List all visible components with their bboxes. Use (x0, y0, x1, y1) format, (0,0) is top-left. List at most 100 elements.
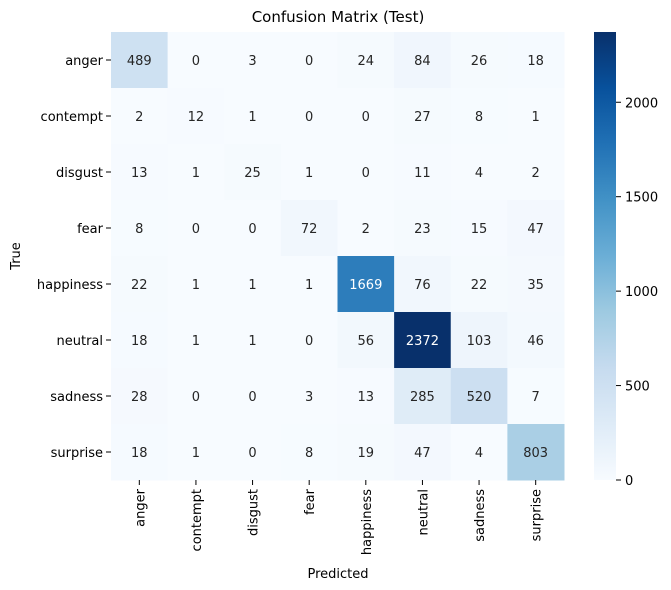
heatmap-cell (507, 144, 565, 201)
y-tick-label: fear (77, 222, 104, 237)
y-tick-label: happiness (37, 278, 103, 293)
cell-value-label: 15 (471, 222, 488, 237)
cell-value-label: 7 (532, 390, 540, 405)
heatmap-cell (450, 424, 508, 481)
x-tick-label: sadness (473, 489, 488, 542)
heatmap-cell (224, 144, 282, 201)
heatmap-cell (507, 200, 565, 257)
cell-value-label: 76 (414, 278, 431, 293)
cell-value-label: 1 (192, 278, 200, 293)
cell-value-label: 520 (467, 390, 492, 405)
heatmap-cells (111, 32, 565, 481)
heatmap-cell (450, 32, 508, 89)
heatmap-cell (394, 424, 452, 481)
y-tick-label: contempt (41, 110, 103, 125)
heatmap-cell (111, 88, 169, 145)
cell-value-label: 22 (131, 278, 148, 293)
colorbar-ticks: 0 500 1000 1500 2000 (616, 96, 658, 489)
cell-value-label: 47 (527, 222, 544, 237)
y-axis-label: True (9, 242, 24, 271)
heatmap-cell (337, 312, 395, 369)
heatmap-cell (337, 256, 395, 313)
cell-value-label: 1669 (349, 278, 382, 293)
heatmap-cell (507, 256, 565, 313)
cell-value-label: 46 (527, 334, 544, 349)
cell-value-label: 0 (305, 54, 313, 69)
heatmap-cell (450, 200, 508, 257)
x-axis-label: Predicted (307, 567, 368, 582)
heatmap-cell (394, 256, 452, 313)
colorbar-tick-label: 1000 (625, 285, 658, 300)
cell-value-label: 35 (527, 278, 544, 293)
cell-value-label: 12 (188, 110, 205, 125)
heatmap-cell (167, 424, 225, 481)
heatmap-cell (280, 88, 338, 145)
cell-value-label: 0 (248, 222, 256, 237)
heatmap-cell (507, 368, 565, 425)
cell-value-label: 22 (471, 278, 488, 293)
heatmap-cell (167, 256, 225, 313)
heatmap-cell (280, 144, 338, 201)
cell-value-label: 803 (523, 446, 548, 461)
cell-value-label: 8 (305, 446, 313, 461)
heatmap-cell (111, 424, 169, 481)
heatmap-cell (337, 200, 395, 257)
colorbar (594, 32, 616, 480)
heatmap-cell (111, 312, 169, 369)
x-tick-label: disgust (247, 489, 262, 536)
cell-value-label: 4 (475, 166, 483, 181)
x-tick-label: contempt (190, 489, 205, 551)
x-tick-label: anger (133, 488, 148, 526)
cell-value-label: 0 (192, 222, 200, 237)
heatmap-cell (167, 312, 225, 369)
heatmap-cell (394, 88, 452, 145)
heatmap-cell (167, 88, 225, 145)
cell-value-label: 3 (248, 54, 256, 69)
cell-value-label: 47 (414, 446, 431, 461)
heatmap-cell (394, 200, 452, 257)
cell-value-label: 8 (475, 110, 483, 125)
cell-value-label: 285 (410, 390, 435, 405)
heatmap-cell (280, 256, 338, 313)
heatmap-cell (280, 312, 338, 369)
cell-value-label: 18 (131, 334, 148, 349)
heatmap-cell-labels: 489 0 3 0 24 84 26 182 12 1 0 0 27 8 113 1 25 1 0 11 4 28 0 0 72… (127, 54, 548, 461)
cell-value-label: 24 (358, 54, 375, 69)
cell-value-label: 8 (135, 222, 143, 237)
heatmap-cell (394, 368, 452, 425)
heatmap-cell (224, 256, 282, 313)
colorbar-tick-label: 2000 (625, 96, 658, 111)
x-tick-label: fear (303, 488, 318, 515)
cell-value-label: 23 (414, 222, 431, 237)
cell-value-label: 0 (192, 54, 200, 69)
cell-value-label: 1 (532, 110, 540, 125)
heatmap-cell (111, 32, 169, 89)
x-axis-ticks: anger contempt disgust fear happiness neutral… (133, 480, 545, 555)
cell-value-label: 0 (305, 110, 313, 125)
cell-value-label: 13 (358, 390, 375, 405)
heatmap-cell (224, 368, 282, 425)
heatmap-cell (111, 144, 169, 201)
cell-value-label: 1 (248, 278, 256, 293)
x-tick-label: surprise (530, 489, 545, 541)
y-tick-label: sadness (50, 390, 103, 405)
heatmap-cell (507, 312, 565, 369)
x-tick-label: happiness (360, 489, 375, 555)
cell-value-label: 18 (527, 54, 544, 69)
cell-value-label: 0 (362, 166, 370, 181)
heatmap-cell (280, 424, 338, 481)
heatmap-cell (394, 144, 452, 201)
heatmap-cell (224, 312, 282, 369)
heatmap-cell (224, 200, 282, 257)
heatmap-cell (167, 200, 225, 257)
heatmap-cell (280, 32, 338, 89)
cell-value-label: 11 (414, 166, 431, 181)
heatmap-cell (167, 144, 225, 201)
heatmap-cell (111, 368, 169, 425)
y-tick-label: surprise (51, 446, 103, 461)
cell-value-label: 0 (248, 390, 256, 405)
cell-value-label: 28 (131, 390, 148, 405)
cell-value-label: 1 (305, 166, 313, 181)
cell-value-label: 1 (248, 334, 256, 349)
